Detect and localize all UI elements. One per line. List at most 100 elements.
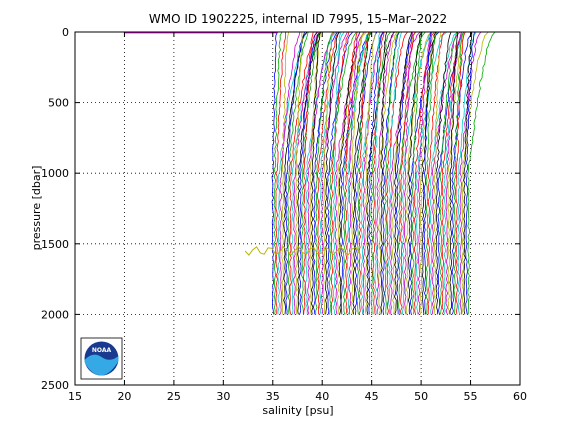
profile-line <box>457 32 477 315</box>
x-tick-label: 20 <box>117 390 131 403</box>
y-tick-label: 0 <box>62 26 69 39</box>
x-axis-label: salinity [psu] <box>262 404 333 417</box>
noaa-logo: NOAA <box>80 337 123 380</box>
profile-line <box>378 32 398 315</box>
profile-line <box>364 32 377 315</box>
profile-line <box>455 32 466 315</box>
profile-line <box>356 32 372 315</box>
profile-line <box>425 32 438 315</box>
profile-line <box>437 32 465 315</box>
profile-line <box>338 32 361 315</box>
profile-line <box>310 32 322 315</box>
profile-line <box>318 32 345 315</box>
x-tick-label: 30 <box>216 390 230 403</box>
profile-line <box>328 32 357 315</box>
profile-line <box>352 32 373 315</box>
chart-title: WMO ID 1902225, internal ID 7995, 15–Mar… <box>149 12 447 26</box>
x-tick-label: 35 <box>266 390 280 403</box>
profile-line <box>348 32 361 315</box>
profile-line <box>358 32 370 315</box>
y-axis-label: pressure [dbar] <box>30 166 43 251</box>
profile-line <box>407 32 423 315</box>
profile-line <box>350 32 364 315</box>
profile-line <box>336 32 368 315</box>
profile-lines <box>124 32 496 315</box>
profile-line <box>312 32 338 315</box>
profile-line <box>291 32 322 315</box>
profile-line <box>433 32 442 315</box>
x-tick-label: 40 <box>315 390 329 403</box>
profile-line <box>398 32 426 315</box>
profile-line <box>445 32 462 315</box>
profile-line <box>441 32 463 315</box>
profile-line <box>461 32 489 315</box>
profile-line <box>380 32 388 315</box>
profile-line <box>465 32 475 315</box>
profile-line <box>431 32 461 315</box>
profile-line <box>314 32 334 315</box>
profile-line <box>362 32 384 315</box>
profile-line <box>372 32 385 315</box>
profile-line <box>295 32 303 315</box>
profile-line <box>413 32 435 315</box>
profile-line <box>396 32 413 315</box>
profile-line <box>449 32 459 315</box>
profile-line <box>303 32 314 315</box>
y-tick-label: 2500 <box>41 379 69 392</box>
profile-line <box>451 32 473 315</box>
profile-line <box>463 32 473 315</box>
profile-line <box>307 32 335 315</box>
logo-bird <box>84 354 119 376</box>
profile-line <box>405 32 432 315</box>
outlier-segment <box>244 245 361 256</box>
profile-line <box>301 32 321 315</box>
profile-line <box>281 32 290 315</box>
profile-line <box>275 32 287 315</box>
profile-line <box>360 32 384 315</box>
profile-line <box>421 32 437 315</box>
profile-line <box>384 32 400 315</box>
profile-line <box>354 32 378 315</box>
x-tick-label: 50 <box>414 390 428 403</box>
profile-line <box>324 32 339 315</box>
axes-box <box>74 31 521 386</box>
profile-line <box>293 32 320 315</box>
y-tick-label: 2000 <box>41 308 69 321</box>
profile-line <box>467 32 496 315</box>
profile-line <box>382 32 400 315</box>
x-tick-label: 45 <box>365 390 379 403</box>
profile-line <box>409 32 440 315</box>
profile-line <box>340 32 371 315</box>
y-tick-label: 1000 <box>41 167 69 180</box>
profile-line <box>330 32 350 315</box>
y-tick-label: 500 <box>48 97 69 110</box>
profile-line <box>439 32 458 315</box>
profile-line <box>322 32 334 315</box>
profile-line <box>388 32 402 315</box>
profile-line <box>386 32 408 315</box>
profile-line <box>277 32 308 315</box>
profile-line <box>435 32 452 315</box>
profile-line <box>400 32 416 315</box>
profile-line <box>370 32 392 315</box>
profile-line <box>447 32 466 315</box>
x-tick-label: 55 <box>464 390 478 403</box>
profile-line <box>342 32 372 315</box>
y-tick-label: 1500 <box>41 238 69 251</box>
profile-line <box>453 32 465 315</box>
profile-line <box>287 32 309 315</box>
plot-axes <box>74 31 521 386</box>
profile-line <box>423 32 431 315</box>
profile-line <box>417 32 433 315</box>
profile-line <box>427 32 446 315</box>
profile-line <box>376 32 394 315</box>
profile-line <box>271 32 278 315</box>
profile-line <box>403 32 413 315</box>
profile-line <box>334 32 365 315</box>
profile-line <box>374 32 381 315</box>
x-tick-label: 15 <box>68 390 82 403</box>
profile-line <box>332 32 342 315</box>
profile-line <box>285 32 306 315</box>
x-tick-label: 25 <box>167 390 181 403</box>
